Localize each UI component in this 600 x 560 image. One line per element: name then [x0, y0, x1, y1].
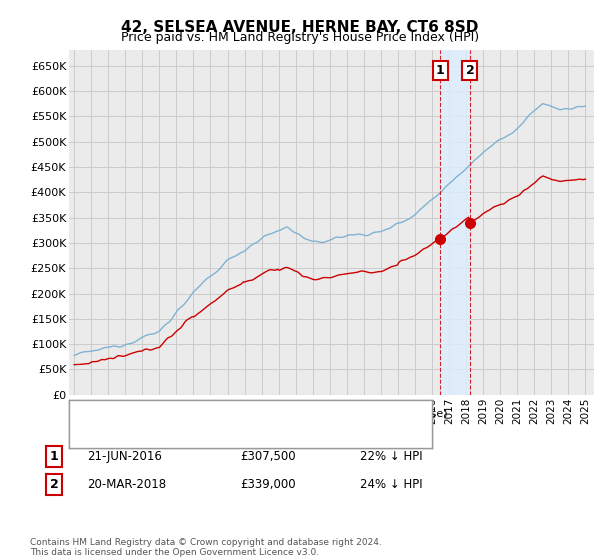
Text: 42, SELSEA AVENUE, HERNE BAY, CT6 8SD: 42, SELSEA AVENUE, HERNE BAY, CT6 8SD: [121, 20, 479, 35]
Text: £339,000: £339,000: [240, 478, 296, 491]
Text: HPI: Average price, detached house, Canterbury: HPI: Average price, detached house, Cant…: [109, 430, 379, 440]
Text: 1: 1: [436, 64, 445, 77]
Text: 22% ↓ HPI: 22% ↓ HPI: [360, 450, 422, 463]
Bar: [440, 50, 470, 395]
Text: 1: 1: [50, 450, 58, 463]
Text: Contains HM Land Registry data © Crown copyright and database right 2024.
This d: Contains HM Land Registry data © Crown c…: [30, 538, 382, 557]
Text: 42, SELSEA AVENUE, HERNE BAY, CT6 8SD (detached house): 42, SELSEA AVENUE, HERNE BAY, CT6 8SD (d…: [109, 408, 448, 418]
Text: 21-JUN-2016: 21-JUN-2016: [87, 450, 162, 463]
Text: 20-MAR-2018: 20-MAR-2018: [87, 478, 166, 491]
Text: 24% ↓ HPI: 24% ↓ HPI: [360, 478, 422, 491]
Text: 2: 2: [466, 64, 474, 77]
Text: £307,500: £307,500: [240, 450, 296, 463]
Text: 2: 2: [50, 478, 58, 491]
Text: Price paid vs. HM Land Registry's House Price Index (HPI): Price paid vs. HM Land Registry's House …: [121, 31, 479, 44]
